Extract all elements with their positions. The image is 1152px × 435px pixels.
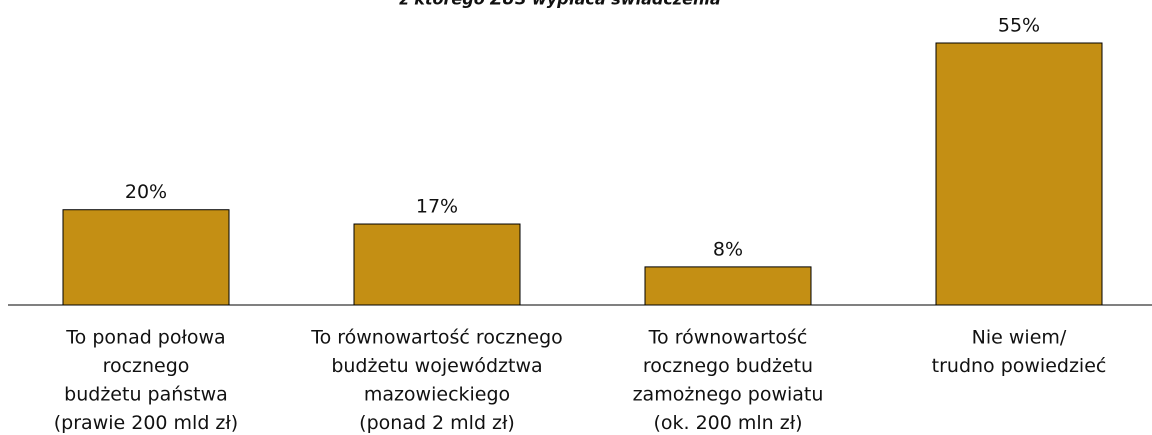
x-tick-label: rocznego — [103, 355, 190, 377]
value-label: 20% — [125, 181, 167, 203]
chart-title: z którego ZUS wypłaca świadczenia — [398, 0, 720, 9]
x-tick-label: rocznego budżetu — [643, 355, 813, 377]
x-tick-label: zamożnego powiatu — [633, 384, 824, 406]
value-label: 55% — [998, 15, 1040, 37]
x-tick-label: trudno powiedzieć — [932, 355, 1107, 377]
x-tick-label: budżetu państwa — [64, 384, 228, 406]
x-tick-label: budżetu województwa — [331, 355, 542, 377]
x-tick-label: To ponad połowa — [65, 327, 225, 349]
x-tick-label: mazowieckiego — [364, 384, 510, 406]
value-label: 17% — [416, 196, 458, 218]
bar — [62, 209, 230, 306]
x-tick-label: (ponad 2 mld zł) — [359, 412, 515, 434]
x-tick-label: Nie wiem/ — [972, 327, 1067, 349]
value-label: 8% — [713, 238, 743, 260]
x-tick-label: To równowartość — [648, 327, 808, 349]
bar — [353, 223, 521, 306]
x-tick-label: To równowartość rocznego — [310, 327, 563, 349]
bar — [935, 42, 1103, 306]
x-tick-label: (ok. 200 mln zł) — [653, 412, 802, 434]
bar — [644, 266, 812, 306]
x-tick-label: (prawie 200 mld zł) — [54, 412, 238, 434]
